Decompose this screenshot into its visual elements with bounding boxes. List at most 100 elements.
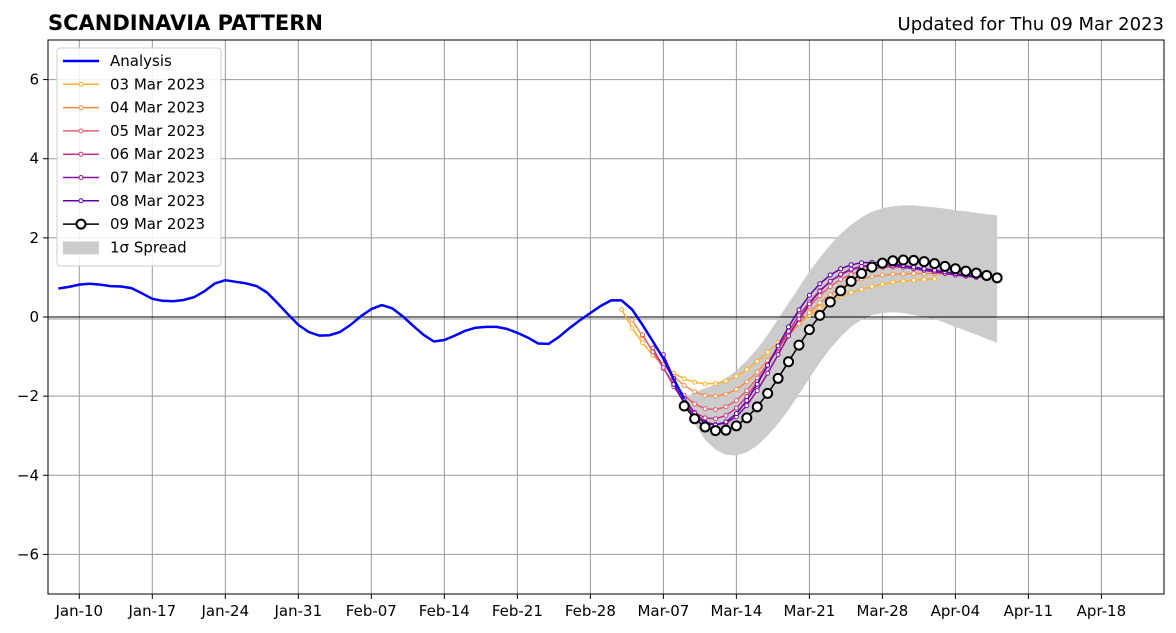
legend-entry: Analysis: [63, 52, 172, 70]
legend-entry: 06 Mar 2023: [63, 145, 205, 163]
data-point: [932, 276, 938, 282]
data-point: [793, 339, 805, 351]
data-point: [897, 254, 909, 266]
data-point: [733, 405, 739, 411]
legend-entry: 05 Mar 2023: [63, 122, 205, 140]
data-point: [921, 266, 927, 272]
data-point: [713, 380, 719, 386]
data-point: [900, 271, 906, 277]
data-point: [744, 379, 750, 385]
data-point: [689, 413, 701, 425]
data-point: [650, 345, 656, 351]
data-point: [869, 274, 875, 280]
data-point: [699, 421, 711, 433]
legend-marker: [78, 81, 84, 87]
data-point: [869, 284, 875, 290]
data-point: [981, 269, 993, 281]
data-point: [619, 306, 625, 312]
data-point: [806, 292, 812, 298]
data-point: [876, 257, 888, 269]
data-point: [827, 291, 833, 297]
data-point: [692, 379, 698, 385]
y-tick-label: −4: [17, 466, 39, 484]
data-point: [796, 316, 802, 322]
data-point: [817, 300, 823, 306]
x-tick-label: Mar-14: [710, 602, 762, 620]
data-point: [733, 411, 739, 417]
legend-entry: 04 Mar 2023: [63, 99, 205, 117]
data-point: [762, 387, 774, 399]
data-point: [845, 275, 857, 287]
data-point: [733, 397, 739, 403]
data-point: [702, 415, 708, 421]
data-point: [960, 265, 972, 277]
data-point: [879, 272, 885, 278]
legend-box: [56, 47, 222, 267]
data-point: [859, 260, 865, 266]
data-point: [827, 272, 833, 278]
data-point: [859, 286, 865, 292]
y-axis-ticks: −6 −4 −2 0 2 4 6: [17, 71, 48, 563]
legend-entry: 07 Mar 2023: [63, 169, 205, 187]
data-point: [741, 412, 753, 424]
data-point: [744, 397, 750, 403]
data-point: [835, 285, 847, 297]
data-point: [991, 272, 1003, 284]
data-point: [921, 276, 927, 282]
data-point: [723, 391, 729, 397]
data-point: [814, 309, 826, 321]
data-point: [723, 404, 729, 410]
data-point: [838, 266, 844, 272]
data-point: [640, 340, 646, 346]
data-point: [775, 352, 781, 358]
data-point: [783, 356, 795, 368]
data-point: [918, 256, 930, 268]
data-point: [713, 393, 719, 399]
x-tick-label: Apr-11: [1004, 602, 1054, 620]
data-point: [692, 389, 698, 395]
data-point: [848, 266, 854, 272]
x-tick-label: Jan-17: [127, 602, 176, 620]
x-tick-label: Jan-10: [54, 602, 103, 620]
data-point: [713, 407, 719, 413]
data-point: [730, 420, 742, 432]
data-point: [911, 270, 917, 276]
chart-subtitle: Updated for Thu 09 Mar 2023: [898, 14, 1164, 35]
data-point: [806, 310, 812, 316]
data-point: [629, 325, 635, 331]
legend-marker: [75, 218, 87, 230]
series-analysis: [58, 278, 686, 400]
data-point: [827, 284, 833, 290]
x-tick-label: Apr-18: [1077, 602, 1127, 620]
x-tick-label: Feb-14: [419, 602, 470, 620]
data-point: [765, 370, 771, 376]
series-09-mar-2023: [678, 254, 1003, 437]
data-point: [702, 406, 708, 412]
data-point: [660, 365, 666, 371]
x-tick-label: Apr-04: [931, 602, 981, 620]
data-point: [887, 255, 899, 267]
data-point: [744, 388, 750, 394]
legend-entry: 03 Mar 2023: [63, 75, 205, 93]
data-point: [629, 317, 635, 323]
y-tick-label: −6: [17, 545, 39, 563]
data-point: [949, 263, 961, 275]
x-axis-ticks: Jan-10 Jan-17 Jan-24 Jan-31 Feb-07 Feb-14 Feb-…: [54, 594, 1126, 620]
data-point: [772, 372, 784, 384]
legend-label: 09 Mar 2023: [110, 215, 205, 233]
data-point: [678, 400, 690, 412]
legend-swatch: [63, 241, 99, 255]
data-point: [713, 416, 719, 422]
data-point: [929, 258, 941, 270]
y-tick-label: 0: [29, 308, 39, 326]
data-point: [723, 378, 729, 384]
data-point: [723, 413, 729, 419]
x-tick-label: Mar-07: [637, 602, 689, 620]
data-point: [765, 349, 771, 355]
data-point: [751, 401, 763, 413]
data-point: [796, 307, 802, 313]
data-point: [817, 281, 823, 287]
x-tick-label: Jan-31: [274, 602, 323, 620]
legend-marker: [78, 175, 84, 180]
